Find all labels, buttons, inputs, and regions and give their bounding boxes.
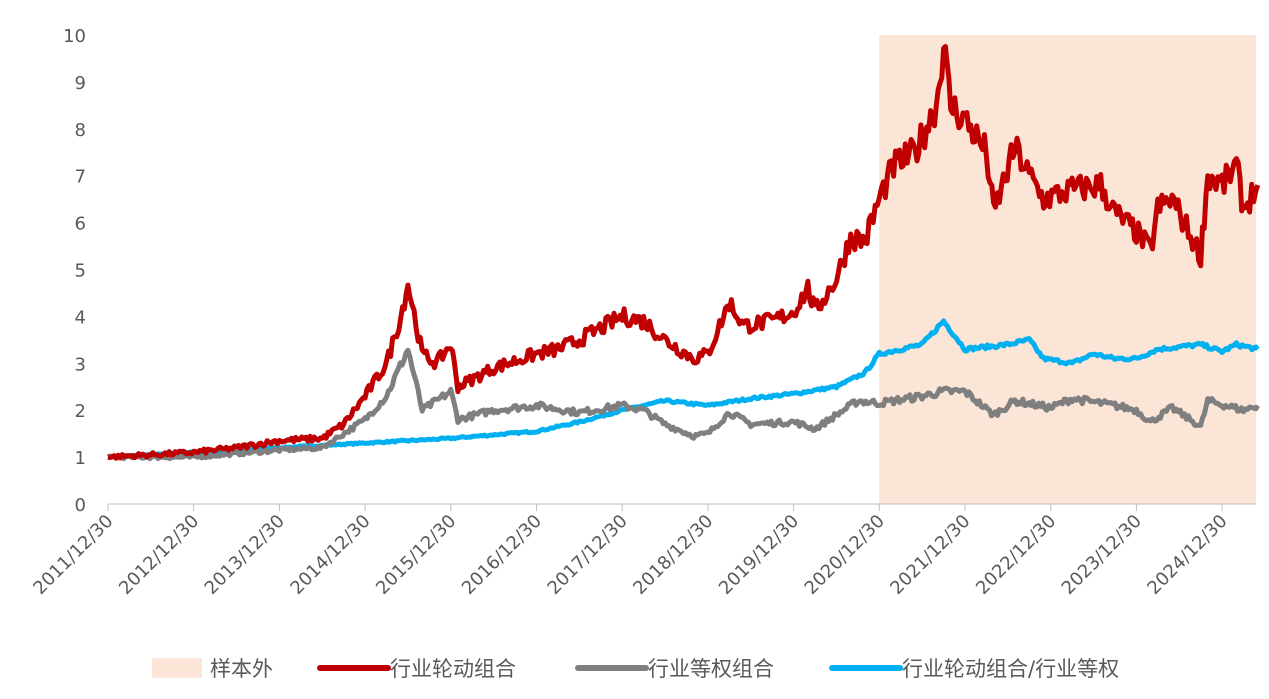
x-tick-label: 2016/12/30: [458, 511, 546, 599]
x-tick-label: 2014/12/30: [286, 511, 374, 599]
legend-label-equal: 行业等权组合: [648, 657, 774, 681]
y-tick-label: 0: [75, 495, 86, 516]
series-line-0: [107, 44, 1261, 461]
y-tick-label: 2: [75, 401, 86, 422]
y-tick-label: 7: [75, 167, 86, 188]
series-line-1: [106, 347, 1260, 462]
y-tick-label: 1: [75, 448, 86, 469]
x-tick-label: 2012/12/30: [115, 511, 203, 599]
x-tick-label: 2019/12/30: [715, 511, 803, 599]
y-tick-label: 5: [75, 261, 86, 282]
x-tick-label: 2011/12/30: [29, 511, 117, 599]
x-tick-label: 2017/12/30: [544, 511, 632, 599]
y-tick-label: 9: [75, 73, 86, 94]
legend-swatch-shade: [152, 658, 202, 678]
legend-label-rotation: 行业轮动组合: [390, 657, 516, 681]
x-tick-label: 2013/12/30: [201, 511, 289, 599]
x-tick-label: 2022/12/30: [972, 511, 1060, 599]
x-tick-label: 2018/12/30: [629, 511, 717, 599]
x-tick-label: 2015/12/30: [372, 511, 460, 599]
x-tick-label: 2020/12/30: [801, 511, 889, 599]
y-tick-label: 8: [75, 120, 86, 141]
x-tick-label: 2023/12/30: [1058, 511, 1146, 599]
y-tick-label: 10: [63, 26, 86, 47]
x-tick-label: 2021/12/30: [886, 511, 974, 599]
y-tick-label: 6: [75, 214, 86, 235]
legend-label-shade: 样本外: [210, 657, 273, 681]
legend: 样本外 行业轮动组合 行业等权组合 行业轮动组合/行业等权: [152, 657, 1119, 681]
y-tick-label: 3: [75, 354, 86, 375]
y-tick-label: 4: [75, 307, 86, 328]
legend-label-ratio: 行业轮动组合/行业等权: [902, 657, 1119, 681]
x-tick-label: 2024/12/30: [1143, 511, 1231, 599]
